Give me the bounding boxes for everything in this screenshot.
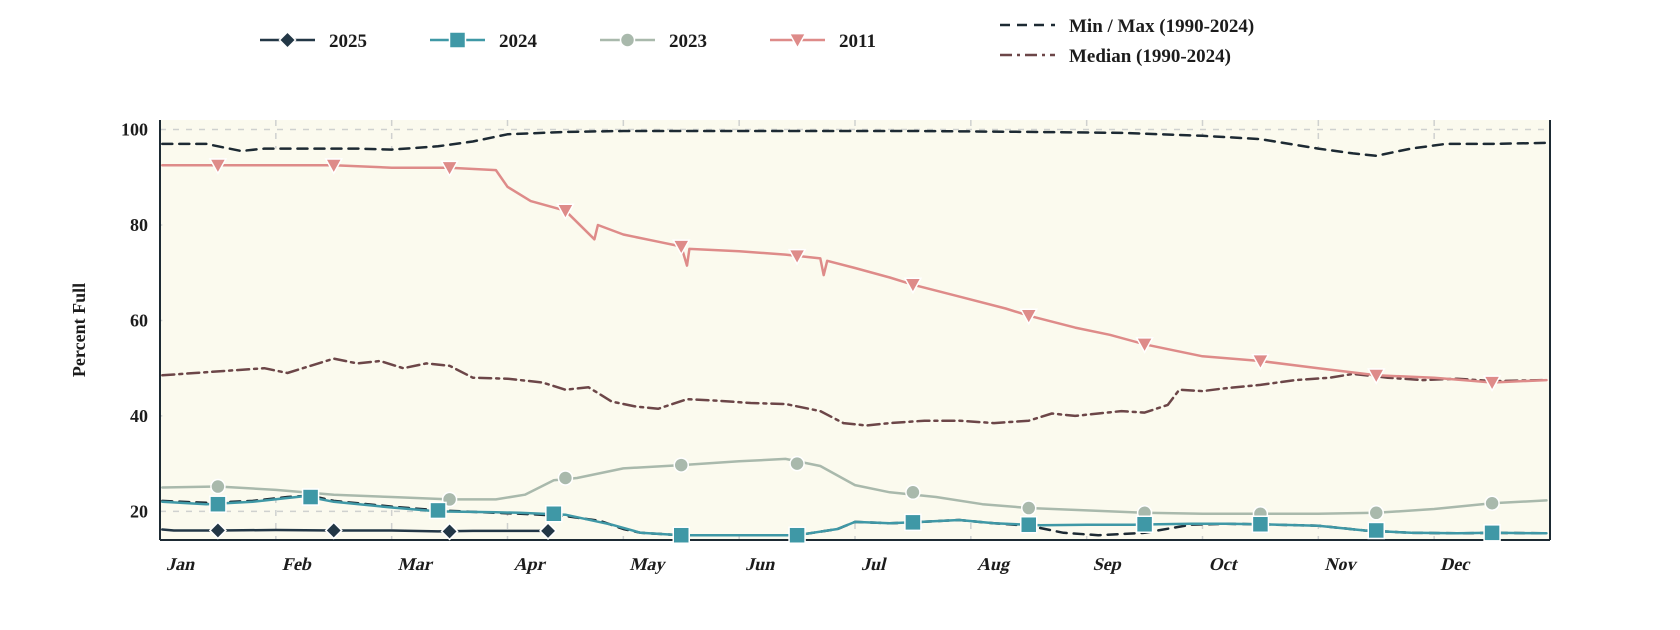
svg-text:Apr: Apr [513, 554, 549, 574]
svg-text:Feb: Feb [281, 554, 315, 574]
svg-text:Oct: Oct [1208, 554, 1241, 574]
legend-label-y2025: 2025 [329, 31, 367, 52]
svg-text:Dec: Dec [1439, 554, 1473, 574]
svg-text:40: 40 [130, 406, 148, 426]
svg-text:Sep: Sep [1092, 554, 1125, 574]
svg-text:Jul: Jul [860, 554, 889, 574]
chart-svg: 20 40 60 80 100 Percent Full Jan Feb Mar Apr May Ju… [0, 0, 1680, 630]
legend-label-median: Median (1990-2024) [1069, 46, 1231, 67]
svg-text:Jun: Jun [744, 554, 778, 574]
legend-label-y2024: 2024 [499, 31, 538, 52]
percent-full-line-chart: 20 40 60 80 100 Percent Full Jan Feb Mar Apr May Ju… [0, 0, 1680, 630]
svg-text:Mar: Mar [397, 554, 436, 574]
legend-label-y2011: 2011 [839, 31, 876, 52]
y-axis-label: Percent Full [69, 283, 89, 377]
svg-text:Jan: Jan [165, 554, 198, 574]
svg-text:May: May [628, 554, 668, 574]
svg-text:100: 100 [121, 120, 148, 140]
svg-text:20: 20 [130, 501, 148, 521]
svg-text:60: 60 [130, 310, 148, 330]
svg-text:80: 80 [130, 215, 148, 235]
svg-text:Aug: Aug [976, 554, 1013, 574]
legend-label-max: Min / Max (1990-2024) [1069, 16, 1254, 37]
svg-text:Nov: Nov [1323, 554, 1360, 574]
legend-label-y2023: 2023 [669, 31, 707, 52]
